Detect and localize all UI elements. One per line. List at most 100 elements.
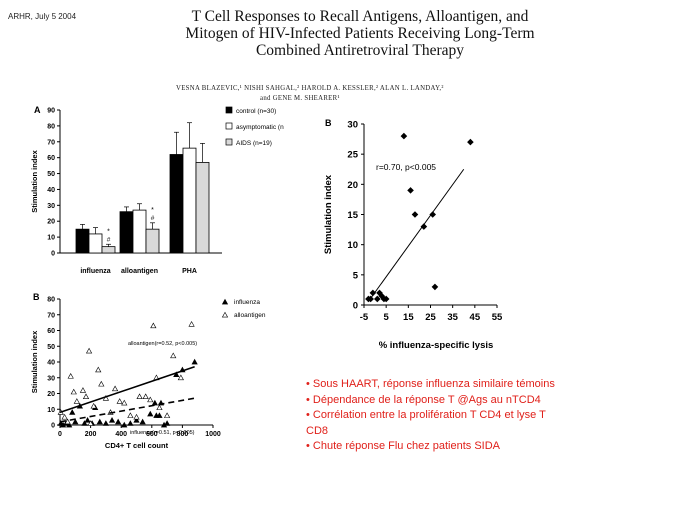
- bar: [195, 162, 210, 254]
- influenza-point: [133, 417, 140, 423]
- bar: [132, 209, 147, 254]
- y-tick-label: 30: [47, 375, 55, 382]
- y-tick-label: 60: [47, 155, 55, 162]
- alloantigen-point: [177, 374, 184, 381]
- y-tick-label: 60: [47, 328, 55, 335]
- x-tick-label: 0: [58, 431, 62, 438]
- legend-marker: [221, 298, 229, 305]
- alloantigen-point: [133, 413, 140, 420]
- influenza-point: [127, 420, 134, 426]
- influenza-point: [147, 410, 154, 417]
- alloantigen-point: [116, 398, 123, 404]
- x-tick-label: 55: [492, 312, 503, 323]
- influenza-point: [151, 399, 158, 406]
- x-tick-label: 600: [146, 431, 158, 438]
- y-tick-label: 70: [47, 139, 55, 146]
- x-tick-label: 25: [425, 312, 436, 323]
- panel-a-bar-chart: A 0 10 20 30 40 50 60 70 80 90 Stimulation index inf…: [30, 105, 284, 275]
- x-axis-label: CD4+ T cell count: [105, 441, 169, 450]
- alloantigen-point: [87, 420, 94, 426]
- y-tick-label: 20: [47, 219, 55, 226]
- alloantigen-point: [136, 393, 143, 400]
- y-tick-label: 15: [347, 210, 358, 221]
- alloantigen-regression-line: [59, 365, 195, 414]
- y-tick-label: 25: [347, 150, 358, 161]
- legend-marker: [221, 311, 229, 318]
- alloantigen-point: [111, 385, 119, 392]
- bullet-4: • Chute réponse Flu chez patients SIDA: [306, 440, 501, 452]
- lysis-data-point: [382, 295, 390, 303]
- paper-title: T Cell Responses to Recall Antigens, All…: [150, 8, 570, 59]
- alloantigen-point: [142, 393, 149, 400]
- alloantigen-point: [188, 320, 195, 327]
- title-line-2: Mitogen of HIV-Infected Patients Receivi…: [185, 25, 535, 42]
- legend-swatch: [225, 106, 233, 114]
- y-tick-label: 10: [47, 235, 55, 242]
- significance-star: *: [151, 207, 154, 214]
- alloantigen-point: [90, 402, 97, 409]
- significance-hash: #: [151, 215, 155, 222]
- alloantigen-point: [163, 412, 171, 418]
- influenza-point: [69, 409, 76, 415]
- influenza-point: [191, 358, 198, 365]
- bar: [169, 154, 184, 254]
- alloantigen-point: [79, 387, 87, 393]
- authors-line-2: and GENE M. SHEARER¹: [260, 95, 340, 102]
- alloantigen-correlation-label: alloantigen(r=0.52, p<0.005): [128, 341, 197, 347]
- alloantigen-point: [64, 418, 71, 425]
- category-label: alloantigen: [121, 268, 158, 275]
- bar: [119, 211, 134, 254]
- alloantigen-point: [95, 366, 102, 373]
- authors-line-1: VESNA BLAZEVIC,¹ NISHI SAHGAL,² HAROLD A…: [176, 85, 444, 92]
- lysis-data-point: [376, 289, 383, 297]
- bar: [101, 246, 116, 254]
- y-tick-label: 70: [47, 312, 55, 319]
- title-line-3: Combined Antiretroviral Therapy: [255, 42, 465, 59]
- legend-label: alloantigen: [234, 312, 266, 319]
- alloantigen-point: [121, 399, 128, 406]
- y-tick-label: 40: [47, 360, 55, 367]
- lysis-data-point: [420, 223, 428, 230]
- x-tick-label: 200: [85, 431, 97, 438]
- alloantigen-point: [150, 322, 157, 329]
- x-tick-label: -5: [360, 312, 369, 323]
- bar: [182, 147, 197, 254]
- panel-letter-b-right: B: [325, 118, 332, 128]
- lysis-data-point: [411, 211, 419, 218]
- category-label: PHA: [182, 268, 197, 275]
- y-tick-label: 20: [47, 391, 55, 398]
- x-tick-label: 45: [470, 312, 481, 323]
- y-tick-label: 80: [47, 123, 55, 130]
- influenza-correlation-label: influenza(r=0.51, p<0.005): [130, 430, 195, 436]
- influenza-point: [72, 418, 79, 425]
- influenza-point: [108, 417, 116, 423]
- alloantigen-point: [147, 396, 154, 403]
- lysis-data-point: [467, 138, 474, 146]
- panel-b-lysis-scatter: B 0 5 10 15 20 25 30 -5 5 15 25 35 45 55 % influenza-sp…: [323, 118, 503, 351]
- slide-label: ARHR, July 5 2004: [8, 12, 77, 21]
- lysis-data-point: [369, 289, 377, 297]
- alloantigen-point: [61, 413, 68, 420]
- bullet-3-continued: CD8: [306, 424, 329, 437]
- bar: [75, 228, 90, 254]
- legend-swatch: [225, 138, 233, 146]
- y-tick-label: 50: [47, 171, 55, 178]
- bullet-1: • Sous HAART, réponse influenza similair…: [306, 378, 555, 390]
- legend-label: influenza: [234, 299, 260, 306]
- influenza-point: [173, 371, 180, 377]
- x-tick-label: 15: [403, 312, 414, 323]
- y-tick-label: 30: [47, 203, 55, 210]
- influenza-point: [156, 412, 163, 418]
- influenza-point: [163, 420, 171, 426]
- y-tick-label: 10: [347, 240, 358, 251]
- influenza-point: [102, 420, 110, 426]
- y-tick-label: 5: [353, 270, 359, 281]
- y-axis-label: Stimulation index: [30, 149, 39, 212]
- influenza-regression-line: [59, 397, 195, 423]
- y-tick-label: 10: [47, 407, 55, 414]
- influenza-point: [66, 421, 73, 428]
- legend-swatch: [225, 122, 233, 130]
- alloantigen-point: [156, 404, 163, 411]
- alloantigen-point: [82, 393, 90, 400]
- alloantigen-point: [98, 380, 105, 387]
